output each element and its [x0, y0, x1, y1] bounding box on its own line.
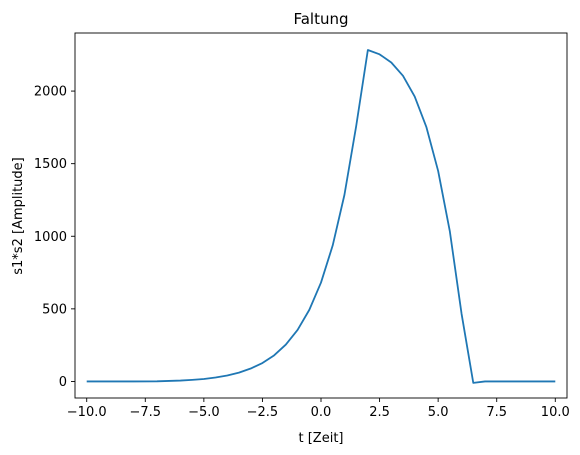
x-tick-label: −7.5 — [129, 405, 161, 420]
y-tick-label: 2000 — [34, 85, 67, 100]
x-tick-label: 0.0 — [311, 405, 332, 420]
y-tick-label: 0 — [59, 375, 67, 390]
y-tick-label: 1500 — [34, 157, 67, 172]
x-tick-label: 2.5 — [369, 405, 390, 420]
x-tick-label: 10.0 — [541, 405, 570, 420]
y-axis-label: s1*s2 [Amplitude] — [11, 157, 26, 274]
y-axis: 0 500 1000 1500 2000 — [34, 85, 75, 390]
x-tick-label: 7.5 — [486, 405, 507, 420]
y-tick-label: 1000 — [34, 230, 67, 245]
plot-frame — [74, 32, 568, 399]
x-axis: −10.0 −7.5 −5.0 −2.5 0.0 2.5 5.0 7.5 10.0 — [67, 398, 570, 420]
x-tick-label: −5.0 — [188, 405, 220, 420]
chart-title: Faltung — [293, 10, 348, 28]
x-axis-label: t [Zeit] — [299, 431, 344, 446]
y-tick-label: 500 — [42, 302, 67, 317]
x-tick-label: −2.5 — [247, 405, 279, 420]
x-tick-label: 5.0 — [428, 405, 449, 420]
plot-area — [86, 49, 556, 384]
x-tick-label: −10.0 — [67, 405, 107, 420]
series-line — [86, 49, 556, 384]
